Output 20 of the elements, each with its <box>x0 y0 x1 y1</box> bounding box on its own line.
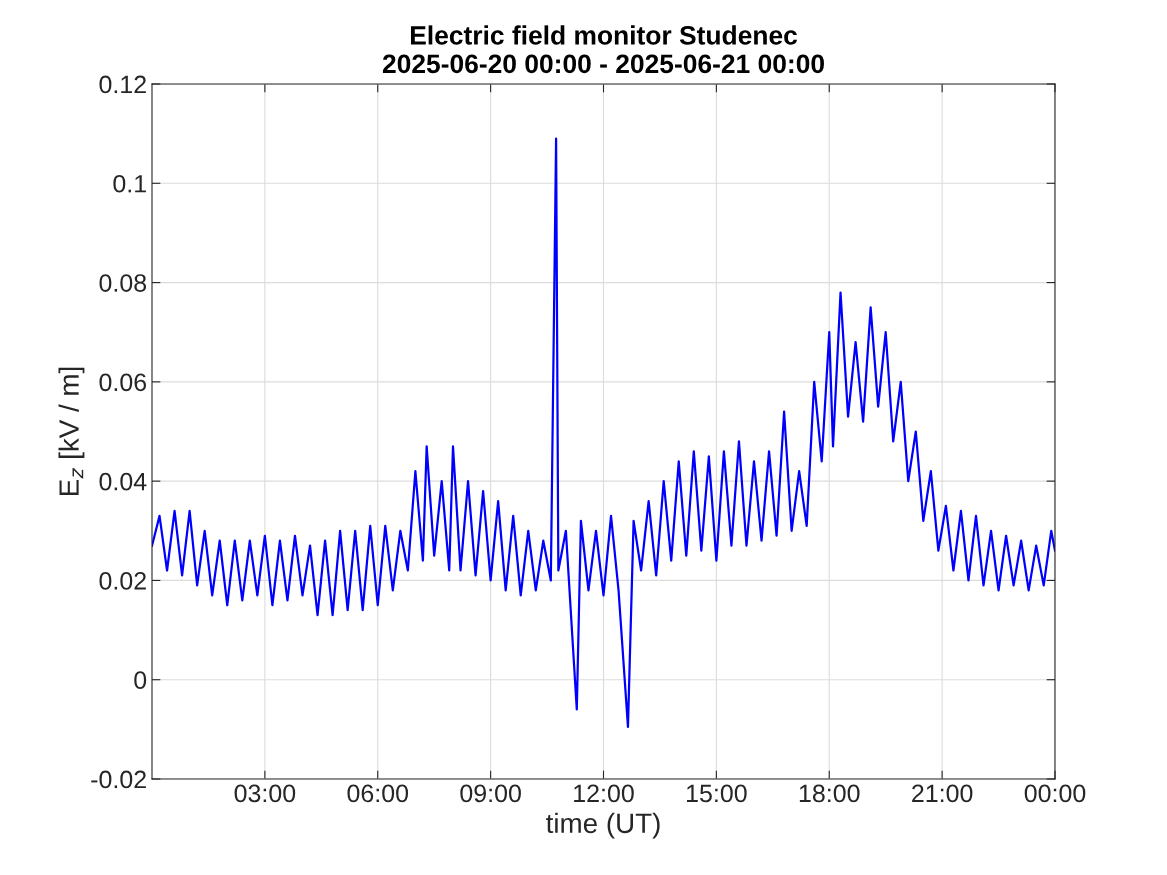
x-tick-label: 12:00 <box>574 784 634 803</box>
x-tick-label: 18:00 <box>799 784 860 803</box>
x-tick-label: 15:00 <box>687 784 747 803</box>
x-axis-title: time (UT) <box>546 812 660 839</box>
x-tick-label: 03:00 <box>234 784 296 803</box>
x-tick-label: 09:00 <box>460 784 521 803</box>
y-tick-label: 0.06 <box>99 373 147 392</box>
line-series <box>152 137 1055 728</box>
x-tick-label: 06:00 <box>347 784 409 803</box>
y-tick-label: 0.04 <box>99 472 147 491</box>
chart-title: Electric field monitor Studenec 2025-06-20 00:00 - 2025-06-21 00:00 <box>382 25 824 74</box>
y-tick-label: 0.08 <box>99 274 147 292</box>
y-axis-title: E$_{z}$ [kV / m] <box>58 367 85 496</box>
x-tick-label: 21:00 <box>912 784 973 803</box>
y-tick-label: 0 <box>134 671 147 690</box>
y-tick-label: 0.02 <box>99 572 146 590</box>
x-tick-label: 00:00 <box>1024 784 1086 803</box>
y-tick-label: -0.02 <box>91 770 146 789</box>
y-tick-label: 0.1 <box>113 174 146 193</box>
y-tick-label: 0.12 <box>99 75 146 94</box>
